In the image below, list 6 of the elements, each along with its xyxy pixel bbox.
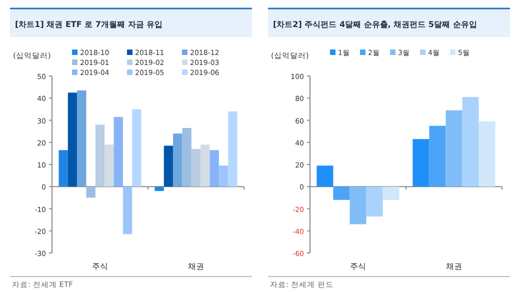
- x-tick-label: 채권: [188, 262, 204, 271]
- x-tick-label: 주식: [350, 262, 366, 271]
- x-tick-label: 채권: [446, 262, 462, 271]
- x-tick-label: 주식: [92, 262, 108, 271]
- chart-title: [차트1] 채권 ETF 로 7개월째 자금 유입: [15, 20, 163, 29]
- chart-title: [차트2] 주식펀드 4달째 순유출, 채권펀드 5달째 순유입: [273, 20, 477, 29]
